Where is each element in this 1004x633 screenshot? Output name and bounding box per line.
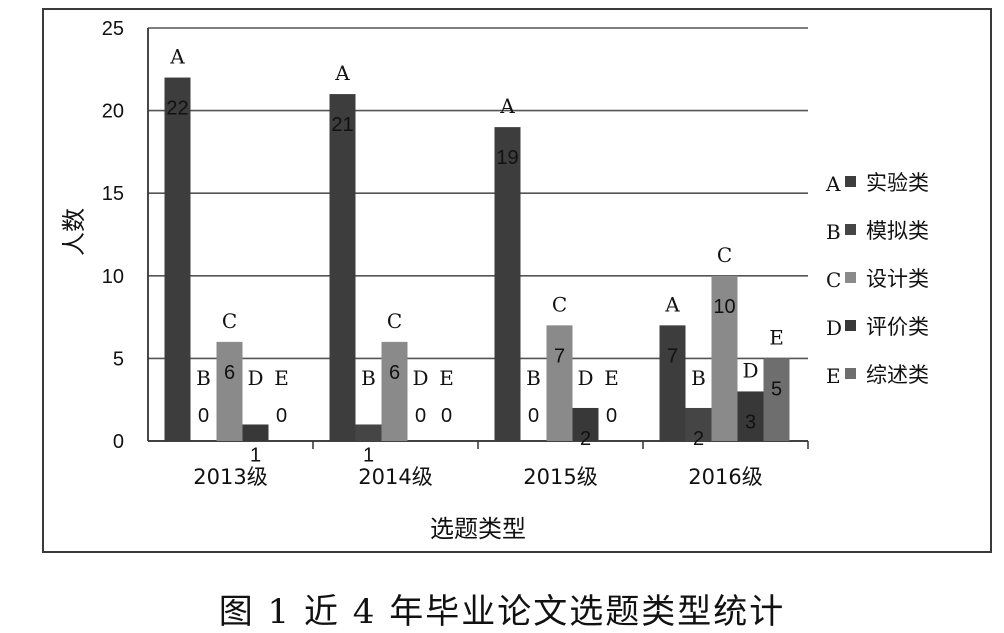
data-label: 10 — [713, 296, 735, 318]
legend-letter: D — [826, 316, 842, 340]
bar-letter-label: E — [439, 366, 454, 390]
legend-letter: C — [826, 268, 841, 292]
data-label: 6 — [389, 362, 400, 384]
data-label: 5 — [771, 378, 782, 400]
data-label: 7 — [554, 345, 565, 367]
figure-caption: 图 1 近 4 年毕业论文选题类型统计 — [218, 592, 786, 632]
x-tick-label: 2014级 — [358, 465, 432, 489]
bar-letter-label: E — [604, 366, 619, 390]
data-label: 0 — [276, 405, 287, 427]
data-label: 0 — [415, 405, 426, 427]
data-label: 7 — [667, 345, 678, 367]
bar-letter-label: D — [742, 358, 758, 382]
bar — [737, 391, 764, 441]
y-axis-title: 人数 — [60, 208, 88, 256]
bar-letter-label: C — [717, 243, 732, 267]
legend-label: 实验类 — [866, 171, 929, 195]
bar-letter-label: E — [769, 325, 784, 349]
bar — [329, 94, 356, 441]
bar — [242, 424, 269, 441]
bar-letter-label: D — [577, 366, 593, 390]
x-axis-title: 选题类型 — [430, 515, 526, 543]
bar-letter-label: B — [526, 366, 541, 390]
data-label: 0 — [528, 405, 539, 427]
data-label: 1 — [363, 444, 374, 466]
bar-letter-label: C — [552, 292, 567, 316]
bar-letter-label: B — [361, 366, 376, 390]
x-tick-label: 2013级 — [193, 465, 267, 489]
y-tick-label: 15 — [102, 183, 124, 205]
legend-letter: B — [826, 220, 841, 244]
data-label: 2 — [693, 428, 704, 450]
data-label: 1 — [250, 444, 261, 466]
legend-letter: A — [825, 172, 841, 196]
chart-frame — [42, 8, 992, 553]
bar — [685, 407, 712, 441]
bar-letter-label: A — [499, 94, 515, 118]
bar — [572, 407, 599, 441]
y-tick-label: 20 — [102, 101, 124, 123]
bar — [659, 325, 686, 441]
legend-label: 综述类 — [866, 363, 929, 387]
bar-letter-label: D — [412, 366, 428, 390]
legend-label: 设计类 — [866, 267, 929, 291]
bar — [711, 275, 738, 441]
y-tick-label: 0 — [113, 431, 124, 453]
x-tick-label: 2015级 — [523, 465, 597, 489]
bar-letter-label: C — [222, 309, 237, 333]
bar-letter-label: B — [691, 366, 706, 390]
legend-swatch — [845, 320, 856, 331]
bar-letter-label: A — [664, 292, 680, 316]
data-label: 6 — [224, 362, 235, 384]
y-tick-label: 10 — [102, 266, 124, 288]
bar-letter-label: D — [247, 366, 263, 390]
legend-swatch — [845, 176, 856, 187]
bar-letter-label: E — [274, 366, 289, 390]
y-tick-label: 5 — [113, 348, 124, 370]
bar-letter-label: B — [196, 366, 211, 390]
legend-label: 模拟类 — [866, 219, 929, 243]
data-label: 3 — [745, 411, 756, 433]
data-label: 2 — [580, 428, 591, 450]
legend-letter: E — [826, 364, 841, 388]
y-tick-label: 25 — [102, 18, 124, 40]
bar — [546, 325, 573, 441]
data-label: 19 — [496, 147, 518, 169]
bar — [164, 77, 191, 441]
data-label: 22 — [166, 98, 188, 120]
data-label: 0 — [198, 405, 209, 427]
legend-swatch — [845, 368, 856, 379]
data-label: 0 — [441, 405, 452, 427]
legend-swatch — [845, 272, 856, 283]
legend-label: 评价类 — [866, 315, 929, 339]
bar — [494, 127, 521, 442]
bar — [355, 424, 382, 441]
bar-letter-label: C — [387, 309, 402, 333]
bar — [216, 341, 243, 441]
bar — [763, 358, 790, 441]
legend-swatch — [845, 224, 856, 235]
x-tick-label: 2016级 — [688, 465, 762, 489]
bar-letter-label: A — [169, 45, 185, 69]
data-label: 21 — [331, 114, 353, 136]
bar — [381, 341, 408, 441]
bar-letter-label: A — [334, 61, 350, 85]
data-label: 0 — [606, 405, 617, 427]
